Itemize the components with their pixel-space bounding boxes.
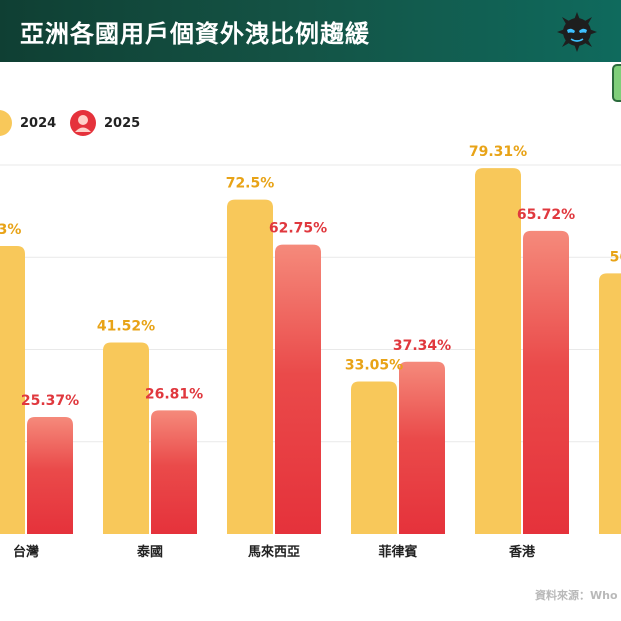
data-label-2025-1: 26.81% <box>145 386 203 402</box>
data-label-2024-1: 41.52% <box>97 318 155 334</box>
bar-2024-4 <box>475 168 521 535</box>
legend-label-2024: 2024 <box>20 115 57 131</box>
bar-2024-2 <box>227 199 273 534</box>
data-label-2025-0: 25.37% <box>21 393 79 409</box>
bar-2025-3 <box>399 361 445 534</box>
category-label-4: 香港 <box>508 544 536 560</box>
bar-2024-5 <box>599 273 621 534</box>
legend-item-2024: 2024 <box>0 110 56 136</box>
category-label-0: 台灣 <box>13 544 39 560</box>
page-title: 亞洲各國用戶個資外洩比例趨緩 <box>20 20 370 48</box>
bar-2024-1 <box>103 342 149 534</box>
category-label-2: 馬來西亞 <box>248 544 300 560</box>
bar-2024-3 <box>351 381 397 534</box>
bar-2025-2 <box>275 244 321 535</box>
legend-item-2025: 2025 <box>70 110 140 136</box>
person-icon-yellow <box>0 110 12 136</box>
data-label-2024-2: 72.5% <box>226 176 275 192</box>
bar-2025-0 <box>27 416 73 534</box>
data-label-2025-3: 37.34% <box>393 338 451 354</box>
phone-icon <box>612 64 621 102</box>
virus-mascot-icon <box>557 12 597 52</box>
data-label-2025-2: 62.75% <box>269 221 327 237</box>
header-banner: 亞洲各國用戶個資外洩比例趨緩 <box>0 0 621 62</box>
person-icon-red <box>70 110 96 136</box>
category-label-3: 菲律賓 <box>378 544 417 560</box>
legend: 2024 2025 <box>0 110 200 138</box>
legend-label-2025: 2025 <box>104 115 141 131</box>
bar-2024-0 <box>0 246 25 534</box>
data-label-2024-4: 79.31% <box>469 144 527 160</box>
source-note: 資料來源：Who <box>535 589 618 602</box>
data-label-2024-0: .43% <box>0 222 21 238</box>
data-label-2025-4: 65.72% <box>517 207 575 223</box>
data-label-2024-3: 33.05% <box>345 358 403 374</box>
bar-2025-4 <box>523 230 569 534</box>
category-label-1: 泰國 <box>136 544 163 560</box>
data-label-2024-5: 56. <box>610 249 621 265</box>
bar-2025-1 <box>151 410 197 534</box>
